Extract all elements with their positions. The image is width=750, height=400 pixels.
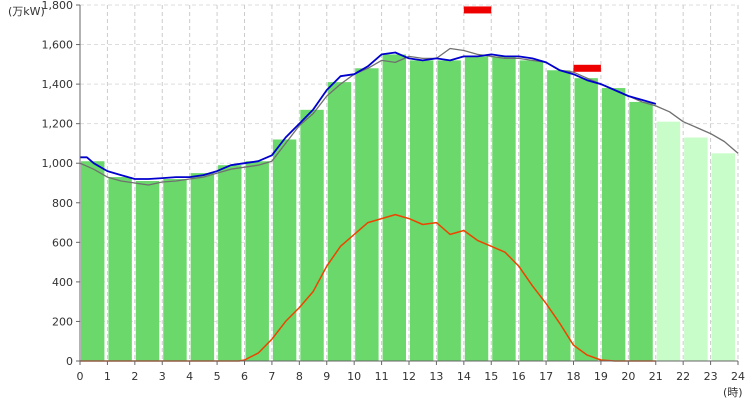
peak-marker bbox=[463, 6, 492, 14]
demand-bar bbox=[656, 121, 681, 361]
demand-bar bbox=[574, 78, 598, 361]
x-tick-label: 15 bbox=[484, 370, 498, 383]
y-tick-label: 200 bbox=[52, 315, 73, 328]
solar-line bbox=[80, 213, 656, 362]
demand-bar bbox=[81, 161, 105, 361]
realtime-demand-line bbox=[80, 51, 657, 180]
x-tick-label: 20 bbox=[621, 370, 635, 383]
x-tick-label: 22 bbox=[676, 370, 690, 383]
demand-bar bbox=[464, 56, 489, 362]
x-tick-label: 16 bbox=[512, 370, 526, 383]
x-tick-label: 19 bbox=[594, 370, 608, 383]
demand-bar bbox=[245, 161, 269, 361]
x-tick-label: 14 bbox=[457, 370, 471, 383]
x-tick-label: 21 bbox=[649, 370, 663, 383]
y-tick-label: 600 bbox=[52, 236, 73, 249]
y-tick-label: 1,600 bbox=[42, 39, 74, 52]
demand-bar bbox=[492, 56, 516, 362]
y-tick-label: 1,000 bbox=[42, 157, 74, 170]
line-series bbox=[79, 47, 739, 362]
x-axis-unit: (時) bbox=[723, 386, 743, 399]
x-tick-label: 3 bbox=[159, 370, 166, 383]
demand-bar bbox=[519, 60, 544, 361]
demand-bar bbox=[300, 109, 324, 361]
demand-bar bbox=[327, 82, 352, 361]
y-tick-label: 1,800 bbox=[42, 0, 74, 12]
y-tick-label: 1,200 bbox=[42, 118, 74, 131]
x-tick-label: 7 bbox=[268, 370, 275, 383]
y-tick-label: 0 bbox=[66, 355, 73, 368]
x-tick-label: 24 bbox=[731, 370, 745, 383]
demand-bar bbox=[135, 181, 160, 361]
y-tick-label: 1,400 bbox=[42, 78, 74, 91]
demand-bar bbox=[108, 177, 132, 361]
demand-bar bbox=[629, 101, 653, 362]
y-tick-label: 800 bbox=[52, 197, 73, 210]
demand-bar bbox=[410, 60, 434, 361]
x-tick-labels: 0 1 2 3 4 5 6 7 8 9 10 11 12 13 14 15 16 17 18 19 20 21 22 23 24 bbox=[77, 361, 745, 383]
y-tick-label: 400 bbox=[52, 276, 73, 289]
demand-bar bbox=[684, 137, 708, 361]
demand-bar bbox=[218, 165, 242, 361]
x-tick-label: 2 bbox=[131, 370, 138, 383]
x-tick-label: 9 bbox=[323, 370, 330, 383]
y-tick-labels: 0 200 400 600 800 1,000 1,200 1,400 1,600 1,800 bbox=[42, 0, 80, 368]
x-tick-label: 1 bbox=[104, 370, 111, 383]
demand-bar bbox=[355, 68, 379, 362]
peak-marker bbox=[573, 64, 601, 72]
x-tick-label: 23 bbox=[704, 370, 718, 383]
demand-bars bbox=[81, 54, 735, 362]
grid bbox=[80, 4, 739, 361]
x-tick-label: 8 bbox=[296, 370, 303, 383]
x-tick-label: 17 bbox=[539, 370, 553, 383]
demand-bar bbox=[601, 88, 626, 362]
x-tick-label: 11 bbox=[375, 370, 389, 383]
x-tick-label: 12 bbox=[402, 370, 416, 383]
demand-bar bbox=[547, 70, 571, 362]
demand-bar bbox=[437, 60, 461, 361]
y-axis-unit: (万kW) bbox=[8, 5, 45, 18]
x-tick-label: 6 bbox=[241, 370, 248, 383]
x-tick-label: 0 bbox=[77, 370, 84, 383]
x-tick-label: 13 bbox=[429, 370, 443, 383]
x-tick-label: 4 bbox=[186, 370, 193, 383]
demand-bar bbox=[163, 179, 187, 361]
demand-bar bbox=[272, 139, 297, 361]
x-tick-label: 5 bbox=[214, 370, 221, 383]
demand-bar bbox=[711, 153, 735, 361]
x-tick-label: 18 bbox=[567, 370, 581, 383]
demand-bar bbox=[190, 173, 215, 361]
peak-markers bbox=[463, 6, 601, 72]
x-tick-label: 10 bbox=[347, 370, 361, 383]
demand-bar bbox=[382, 54, 406, 361]
